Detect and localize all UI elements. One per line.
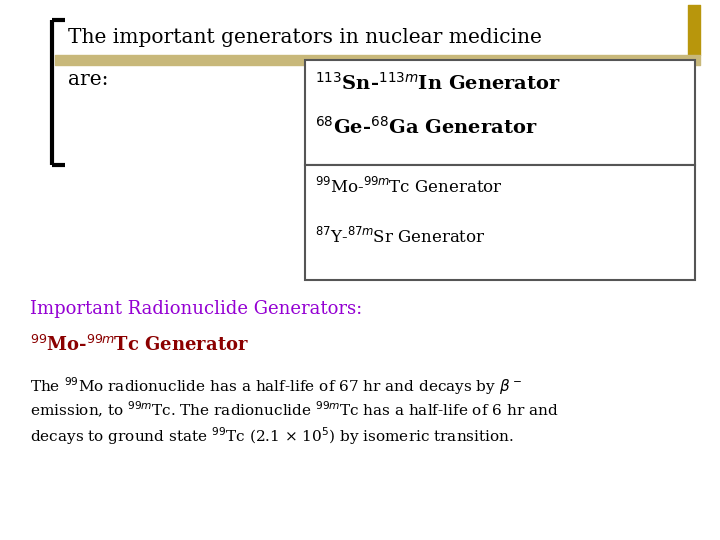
Text: The important generators in nuclear medicine: The important generators in nuclear medi… <box>68 28 542 47</box>
Text: $^{99}$Mo-$^{99m}$Tc Generator: $^{99}$Mo-$^{99m}$Tc Generator <box>315 177 503 197</box>
Bar <box>305 165 695 280</box>
Text: emission, to $^{99m}$Tc. The radionuclide $^{99m}$Tc has a half-life of 6 hr and: emission, to $^{99m}$Tc. The radionuclid… <box>30 400 559 420</box>
Text: Important Radionuclide Generators:: Important Radionuclide Generators: <box>30 300 362 318</box>
Text: decays to ground state $^{99}$Tc (2.1 × 10$^5$) by isomeric transition.: decays to ground state $^{99}$Tc (2.1 × … <box>30 425 514 447</box>
Text: The $^{99}$Mo radionuclide has a half-life of 67 hr and decays by $\beta^-$: The $^{99}$Mo radionuclide has a half-li… <box>30 375 522 397</box>
Bar <box>305 60 695 165</box>
Text: $^{87}$Y-$^{87m}$Sr Generator: $^{87}$Y-$^{87m}$Sr Generator <box>315 227 485 247</box>
Text: $^{113}$Sn-$^{113m}$In Generator: $^{113}$Sn-$^{113m}$In Generator <box>315 72 561 94</box>
Text: are:: are: <box>68 70 109 89</box>
Text: $^{68}$Ge-$^{68}$Ga Generator: $^{68}$Ge-$^{68}$Ga Generator <box>315 116 537 138</box>
Text: $^{99}$Mo-$^{99m}$Tc Generator: $^{99}$Mo-$^{99m}$Tc Generator <box>30 335 249 355</box>
